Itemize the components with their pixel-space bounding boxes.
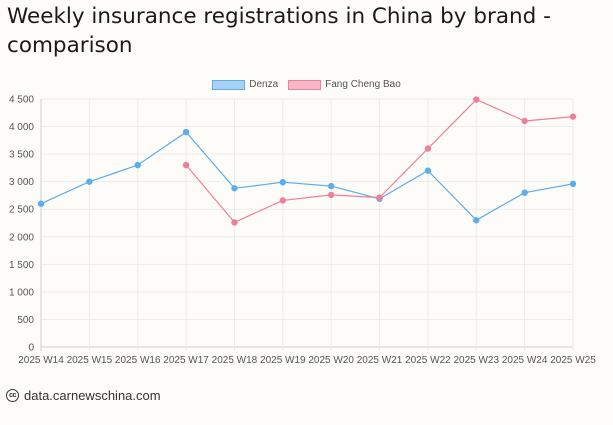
chart-legend: Denza Fang Cheng Bao (0, 79, 613, 90)
data-point-fang-cheng-bao (327, 191, 335, 199)
x-tick-label: 2025 W19 (260, 355, 306, 366)
cc-icon: cc (6, 389, 19, 402)
legend-swatch-fang-cheng-bao (288, 79, 322, 90)
x-tick-label: 2025 W14 (18, 355, 64, 366)
source-text[interactable]: data.carnewschina.com (24, 388, 161, 403)
data-point-fang-cheng-bao (473, 96, 480, 103)
y-tick-label: 0 (28, 343, 34, 354)
data-point-denza (424, 167, 432, 174)
x-tick-label: 2025 W24 (502, 355, 548, 366)
series-line-denza (40, 131, 574, 221)
legend-swatch-denza (212, 79, 246, 90)
data-point-fang-cheng-bao (424, 145, 432, 152)
legend-item-fang-cheng-bao[interactable]: Fang Cheng Bao (288, 79, 401, 90)
x-tick-label: 2025 W18 (212, 355, 258, 366)
chart-title: Weekly insurance registrations in China … (7, 4, 551, 58)
y-tick-label: 2 500 (9, 205, 34, 216)
data-point-denza (327, 182, 335, 190)
data-point-denza (86, 178, 93, 185)
y-tick-label: 1 500 (9, 260, 34, 271)
y-tick-label: 500 (17, 315, 34, 326)
x-tick-label: 2025 W25 (550, 355, 596, 366)
data-point-fang-cheng-bao (279, 197, 287, 204)
data-point-denza (521, 189, 528, 196)
data-point-fang-cheng-bao (569, 113, 577, 120)
data-point-denza (473, 217, 480, 224)
data-point-fang-cheng-bao (376, 194, 383, 201)
data-point-fang-cheng-bao (521, 117, 528, 125)
y-tick-label: 1 000 (9, 287, 34, 298)
y-tick-label: 3 000 (9, 177, 34, 188)
data-point-denza (231, 185, 238, 192)
x-tick-label: 2025 W16 (115, 355, 161, 366)
y-tick-label: 3 500 (9, 150, 34, 161)
data-point-denza (182, 128, 190, 136)
x-tick-label: 2025 W21 (357, 355, 403, 366)
legend-item-denza[interactable]: Denza (212, 79, 278, 90)
x-tick-label: 2025 W22 (405, 355, 451, 366)
y-tick-label: 4 500 (9, 95, 34, 106)
legend-label-fang-cheng-bao: Fang Cheng Bao (325, 79, 401, 90)
data-point-fang-cheng-bao (182, 161, 190, 169)
data-point-denza (569, 180, 577, 188)
x-tick-label: 2025 W23 (453, 355, 499, 366)
source-footer: cc data.carnewschina.com (6, 388, 161, 403)
data-point-denza (37, 200, 45, 207)
y-tick-label: 4 000 (9, 122, 34, 133)
data-point-denza (134, 161, 141, 169)
x-tick-label: 2025 W17 (163, 355, 209, 366)
data-point-denza (279, 179, 287, 186)
x-tick-label: 2025 W15 (67, 355, 113, 366)
y-tick-label: 2 000 (9, 232, 34, 243)
data-point-fang-cheng-bao (231, 219, 238, 226)
x-tick-label: 2025 W20 (308, 355, 354, 366)
legend-label-denza: Denza (249, 79, 279, 90)
